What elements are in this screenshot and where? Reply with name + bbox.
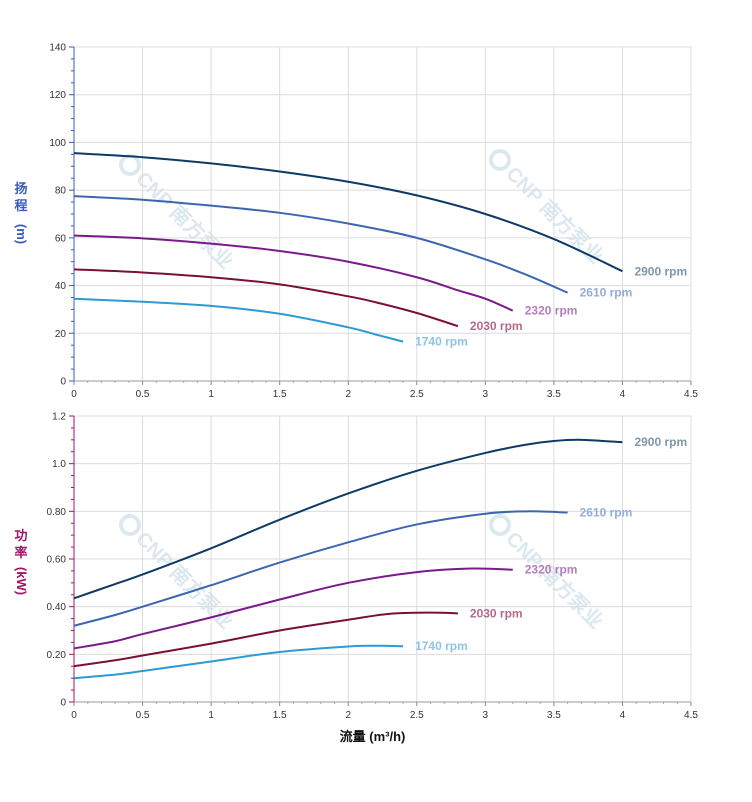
watermark-logo-mark bbox=[489, 514, 511, 536]
x-tick-label: 3.5 bbox=[547, 710, 561, 721]
x-tick-label: 0 bbox=[71, 710, 77, 721]
x-tick-label: 0 bbox=[71, 389, 77, 400]
series-line bbox=[73, 152, 623, 273]
y-tick-label: 0.80 bbox=[47, 507, 67, 518]
x-tick-label: 2 bbox=[345, 389, 351, 400]
y-tick-label: 140 bbox=[49, 43, 66, 54]
series-label: 2320 rpm bbox=[525, 304, 578, 318]
series-label: 2610 rpm bbox=[580, 506, 633, 520]
y-tick-label: 0.20 bbox=[47, 650, 67, 661]
y-tick-label: 0.40 bbox=[47, 602, 67, 613]
y-axis-title: (m) bbox=[14, 224, 29, 244]
y-tick-label: 1.2 bbox=[52, 412, 66, 423]
x-tick-label: 3 bbox=[483, 710, 489, 721]
x-tick-label: 4 bbox=[620, 710, 626, 721]
series-label: 2030 rpm bbox=[470, 606, 523, 620]
series-label: 2900 rpm bbox=[634, 435, 687, 449]
series-line bbox=[73, 268, 459, 328]
series-label: 1740 rpm bbox=[415, 639, 468, 653]
x-tick-label: 2.5 bbox=[410, 389, 424, 400]
y-tick-label: 0 bbox=[60, 698, 66, 709]
watermark-logo-text: CNP 南方泵业 bbox=[131, 526, 238, 633]
head-panel: 0 0.5 1 1.5 2 2.5 3 3.5 4 4.5 0 20 40 60 80 100 120 140 扬程… bbox=[14, 43, 698, 401]
y-tick-label: 1.0 bbox=[52, 459, 66, 470]
series-line bbox=[73, 234, 514, 312]
series-line bbox=[73, 567, 513, 650]
power-panel: 0 0.5 1 1.5 2 2.5 3 3.5 4 4.5 0 0.20 0.40 0.60 0.80 1.0… bbox=[14, 412, 698, 745]
series-line bbox=[73, 297, 404, 343]
x-tick-label: 1.5 bbox=[273, 389, 287, 400]
series-label: 2900 rpm bbox=[634, 264, 687, 278]
x-tick-label: 4 bbox=[620, 389, 626, 400]
x-tick-label: 3.5 bbox=[547, 389, 561, 400]
series-line bbox=[73, 611, 458, 668]
y-tick-label: 100 bbox=[49, 138, 66, 149]
watermark-logo-mark bbox=[119, 154, 141, 176]
x-tick-label: 2 bbox=[345, 710, 351, 721]
series-label: 2320 rpm bbox=[525, 563, 578, 577]
x-tick-label: 2.5 bbox=[410, 710, 424, 721]
series-line bbox=[73, 510, 568, 627]
series-label: 1740 rpm bbox=[415, 335, 468, 349]
series-line bbox=[73, 195, 568, 294]
x-tick-label: 3 bbox=[483, 389, 489, 400]
y-axis-title: 率 bbox=[14, 545, 27, 560]
series-label: 2610 rpm bbox=[580, 286, 633, 300]
y-tick-label: 120 bbox=[49, 90, 66, 101]
y-axis-title: 程 bbox=[14, 198, 27, 213]
y-axis-title: 功 bbox=[14, 528, 27, 543]
series-line bbox=[73, 644, 404, 680]
series-line bbox=[73, 438, 623, 600]
x-tick-label: 4.5 bbox=[684, 710, 698, 721]
watermark-logo-text: CNP 南方泵业 bbox=[131, 166, 238, 273]
y-axis-title: (kW) bbox=[14, 567, 29, 595]
y-axis-title: 扬 bbox=[14, 181, 27, 196]
y-tick-label: 60 bbox=[55, 233, 67, 244]
y-tick-label: 0 bbox=[60, 377, 66, 388]
watermark-logo-mark bbox=[119, 514, 141, 536]
y-tick-label: 0.60 bbox=[47, 555, 67, 566]
watermark-logo: CNP 南方泵业 bbox=[489, 149, 608, 268]
x-tick-label: 1 bbox=[208, 710, 214, 721]
x-tick-label: 1 bbox=[208, 389, 214, 400]
watermark-logo: CNP 南方泵业 bbox=[119, 154, 238, 273]
y-tick-label: 20 bbox=[55, 329, 67, 340]
series-label: 2030 rpm bbox=[470, 319, 523, 333]
x-tick-label: 0.5 bbox=[136, 710, 150, 721]
x-tick-label: 4.5 bbox=[684, 389, 698, 400]
y-tick-label: 80 bbox=[55, 186, 67, 197]
y-tick-label: 40 bbox=[55, 281, 67, 292]
watermark-logo-text: CNP 南方泵业 bbox=[501, 161, 608, 268]
x-tick-label: 1.5 bbox=[273, 710, 287, 721]
x-axis-title: 流量 (m³/h) bbox=[340, 729, 406, 744]
watermark-logo-mark bbox=[489, 149, 511, 171]
x-tick-label: 0.5 bbox=[136, 389, 150, 400]
